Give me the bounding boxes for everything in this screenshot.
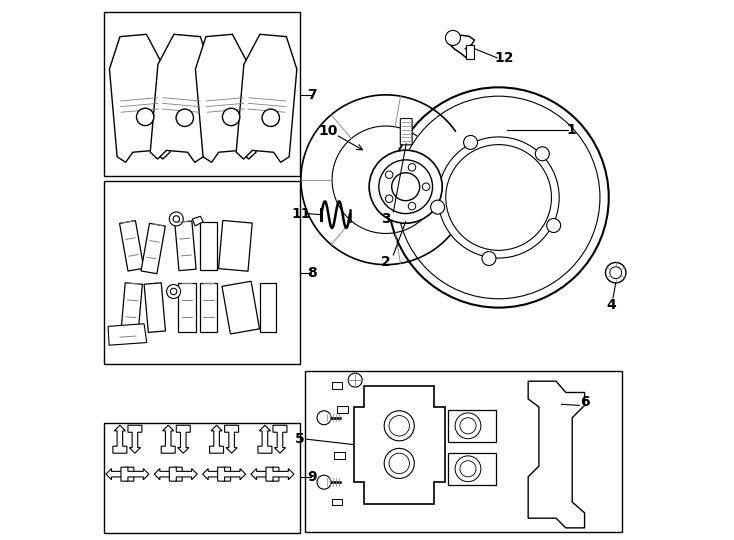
Polygon shape bbox=[108, 323, 147, 345]
Circle shape bbox=[446, 30, 460, 45]
Text: 12: 12 bbox=[494, 51, 514, 65]
Text: 3: 3 bbox=[381, 212, 390, 226]
Text: 11: 11 bbox=[291, 207, 311, 221]
Circle shape bbox=[455, 413, 481, 438]
Polygon shape bbox=[222, 281, 260, 334]
Circle shape bbox=[348, 373, 362, 387]
Circle shape bbox=[389, 453, 410, 474]
Polygon shape bbox=[528, 381, 584, 528]
Polygon shape bbox=[219, 220, 252, 271]
Polygon shape bbox=[192, 217, 203, 226]
Polygon shape bbox=[332, 499, 342, 505]
Text: 2: 2 bbox=[381, 255, 390, 269]
Polygon shape bbox=[154, 467, 182, 481]
Circle shape bbox=[167, 285, 181, 299]
Circle shape bbox=[170, 288, 177, 295]
Circle shape bbox=[460, 461, 476, 477]
Circle shape bbox=[606, 262, 626, 283]
Circle shape bbox=[137, 108, 154, 126]
Text: 9: 9 bbox=[308, 470, 317, 484]
Polygon shape bbox=[128, 426, 142, 453]
Polygon shape bbox=[141, 224, 165, 274]
Polygon shape bbox=[258, 426, 272, 453]
Polygon shape bbox=[210, 426, 224, 453]
Circle shape bbox=[422, 183, 430, 191]
Circle shape bbox=[408, 202, 415, 210]
Polygon shape bbox=[203, 467, 230, 481]
Circle shape bbox=[317, 475, 331, 489]
Polygon shape bbox=[113, 426, 127, 453]
Polygon shape bbox=[354, 386, 445, 504]
Circle shape bbox=[176, 109, 194, 126]
Polygon shape bbox=[161, 426, 175, 453]
Circle shape bbox=[408, 164, 415, 171]
Polygon shape bbox=[175, 221, 196, 271]
Polygon shape bbox=[144, 283, 165, 333]
Circle shape bbox=[173, 216, 180, 222]
Text: 7: 7 bbox=[308, 89, 317, 103]
Circle shape bbox=[384, 411, 414, 441]
Circle shape bbox=[455, 456, 481, 482]
Polygon shape bbox=[448, 453, 496, 485]
Circle shape bbox=[369, 150, 442, 223]
Polygon shape bbox=[200, 284, 217, 332]
Circle shape bbox=[460, 418, 476, 434]
Circle shape bbox=[431, 200, 445, 214]
Bar bbox=[305, 371, 622, 532]
Circle shape bbox=[388, 87, 608, 308]
Polygon shape bbox=[273, 426, 287, 453]
Polygon shape bbox=[466, 45, 474, 59]
Bar bbox=[103, 181, 300, 364]
Polygon shape bbox=[225, 426, 239, 453]
Polygon shape bbox=[260, 284, 276, 332]
Polygon shape bbox=[236, 35, 297, 163]
Circle shape bbox=[464, 136, 478, 150]
Circle shape bbox=[262, 109, 280, 126]
Circle shape bbox=[535, 147, 549, 161]
FancyBboxPatch shape bbox=[400, 118, 412, 145]
Polygon shape bbox=[334, 452, 345, 458]
Circle shape bbox=[392, 173, 420, 201]
Text: 5: 5 bbox=[295, 432, 305, 446]
Polygon shape bbox=[200, 221, 217, 270]
Circle shape bbox=[385, 195, 393, 202]
Circle shape bbox=[389, 416, 410, 436]
Bar bbox=[103, 12, 300, 176]
Polygon shape bbox=[218, 467, 246, 481]
Polygon shape bbox=[266, 467, 294, 481]
Circle shape bbox=[317, 411, 331, 425]
Polygon shape bbox=[106, 467, 134, 481]
Polygon shape bbox=[120, 221, 144, 271]
Circle shape bbox=[384, 448, 414, 478]
Text: 1: 1 bbox=[566, 123, 576, 137]
Circle shape bbox=[482, 252, 496, 266]
Text: 4: 4 bbox=[606, 298, 617, 312]
Circle shape bbox=[547, 219, 561, 233]
Polygon shape bbox=[150, 35, 211, 163]
Circle shape bbox=[170, 212, 184, 226]
Text: 8: 8 bbox=[308, 266, 317, 280]
Polygon shape bbox=[251, 467, 279, 481]
Polygon shape bbox=[176, 426, 190, 453]
Circle shape bbox=[438, 137, 559, 258]
Polygon shape bbox=[178, 284, 196, 332]
Polygon shape bbox=[448, 410, 496, 442]
Polygon shape bbox=[109, 35, 170, 163]
Text: 6: 6 bbox=[580, 395, 589, 409]
Polygon shape bbox=[337, 407, 348, 413]
Polygon shape bbox=[195, 35, 256, 163]
Polygon shape bbox=[121, 283, 142, 333]
Polygon shape bbox=[332, 382, 342, 389]
Circle shape bbox=[385, 171, 393, 179]
Bar bbox=[103, 423, 300, 533]
Text: 10: 10 bbox=[319, 124, 338, 138]
Circle shape bbox=[222, 108, 240, 126]
Polygon shape bbox=[121, 467, 149, 481]
Circle shape bbox=[610, 267, 622, 279]
Polygon shape bbox=[170, 467, 197, 481]
